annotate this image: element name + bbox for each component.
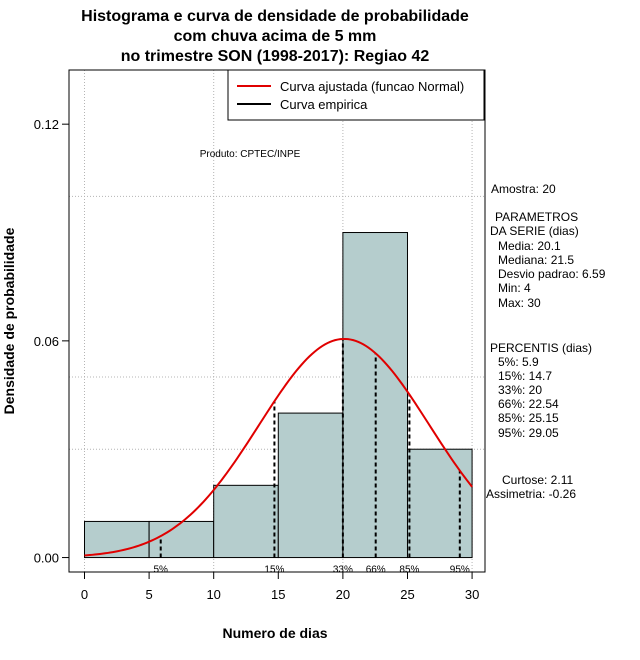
x-tick-label-0: 0	[81, 587, 88, 602]
x-tick-label-3: 15	[271, 587, 285, 602]
percentile-label-1: 15%	[264, 565, 284, 576]
histogram-bar-5	[406, 448, 473, 559]
sample-size: Amostra: 20	[491, 182, 556, 196]
chart-title-line-3: no trimestre SON (1998-2017): Regiao 42	[121, 48, 430, 65]
chart-title-line-1: Histograma e curva de densidade de proba…	[81, 8, 469, 25]
normal-fit-curve	[84, 337, 473, 557]
legend-label-empirical: Curva empirica	[280, 97, 368, 112]
y-axis: 0.00 0.06 0.12	[34, 117, 70, 566]
percentile-66: 66%: 22.54	[498, 397, 559, 411]
param-min: Min: 4	[498, 281, 531, 295]
product-annotation: Produto: CPTEC/INPE	[200, 149, 301, 160]
param-median: Mediana: 21.5	[498, 253, 574, 267]
percentile-label-2: 33%	[333, 565, 353, 576]
percentile-label-3: 66%	[366, 565, 386, 576]
percentile-lines	[159, 338, 461, 558]
x-tick-label-5: 25	[400, 587, 414, 602]
histogram-bar-2	[213, 484, 279, 559]
x-axis: 0 5 10 15 20 25 30	[81, 571, 479, 602]
grid-lines	[69, 70, 485, 572]
percentile-15: 15%: 14.7	[498, 369, 552, 383]
param-sd: Desvio padrao: 6.59	[498, 267, 606, 281]
percentile-label-0: 5%	[154, 565, 169, 576]
side-info-panel: Amostra: 20 PARAMETROS DA SERIE (dias) M…	[486, 182, 606, 501]
y-tick-label-2: 0.12	[34, 117, 59, 132]
x-axis-label: Numero de dias	[222, 625, 327, 641]
x-tick-label-6: 30	[465, 587, 479, 602]
percentile-5: 5%: 5.9	[498, 355, 539, 369]
histogram-bar-3	[277, 412, 344, 559]
skewness: Assimetria: -0.26	[486, 487, 576, 501]
percentile-labels: 5% 15% 33% 66% 85% 95%	[154, 565, 470, 576]
param-mean: Media: 20.1	[498, 239, 561, 253]
histogram-bar-1	[148, 520, 215, 559]
legend: Curva ajustada (funcao Normal) Curva emp…	[227, 69, 485, 121]
chart-title-line-2: com chuva acima de 5 mm	[174, 28, 377, 45]
y-tick-label-1: 0.06	[34, 334, 59, 349]
x-tick-label-2: 10	[206, 587, 220, 602]
legend-box	[227, 69, 485, 121]
percentile-33: 33%: 20	[498, 383, 542, 397]
x-tick-label-4: 20	[336, 587, 350, 602]
params-title-2: DA SERIE (dias)	[490, 224, 579, 238]
histogram-bars	[84, 232, 473, 559]
x-tick-label-1: 5	[145, 587, 152, 602]
percentile-label-4: 85%	[399, 565, 419, 576]
params-title-1: PARAMETROS	[495, 210, 578, 224]
percentiles-title: PERCENTIS (dias)	[490, 341, 592, 355]
legend-label-normal: Curva ajustada (funcao Normal)	[280, 79, 464, 94]
percentile-95: 95%: 29.05	[498, 426, 559, 440]
kurtosis: Curtose: 2.11	[502, 473, 573, 487]
percentile-label-5: 95%	[450, 565, 470, 576]
percentile-85: 85%: 25.15	[498, 411, 559, 425]
y-axis-label: Densidade de probabilidade	[1, 227, 17, 414]
y-tick-label-0: 0.00	[34, 551, 59, 566]
param-max: Max: 30	[498, 296, 541, 310]
